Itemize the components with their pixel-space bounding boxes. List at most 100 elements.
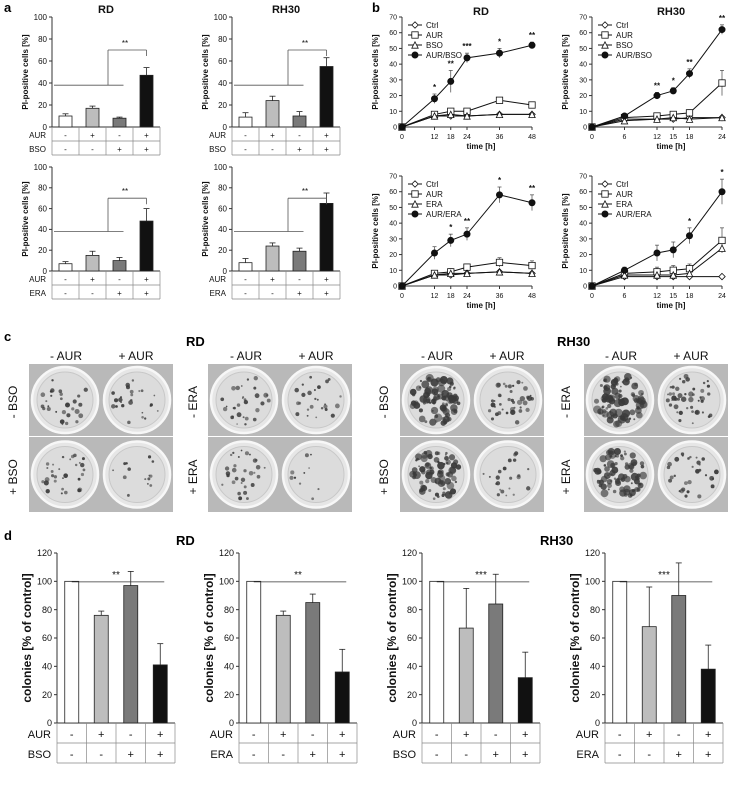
dish-well	[108, 371, 166, 429]
marker-triangle	[601, 40, 609, 49]
legend-label: AUR/ERA	[426, 210, 462, 219]
colony-dot	[231, 385, 236, 391]
colony-dot	[604, 466, 610, 472]
colony-dot	[507, 384, 512, 389]
colony-dot	[488, 475, 491, 478]
colony-dot	[70, 454, 75, 459]
treatment-label: +	[705, 749, 711, 761]
colony-dot	[599, 383, 603, 388]
marker-triangle	[430, 111, 439, 120]
x-tick-label: 6	[623, 293, 627, 300]
legend-label: AUR	[426, 31, 443, 40]
colony-dot	[429, 418, 437, 426]
marker-triangle	[411, 199, 419, 208]
treatment-label: -	[298, 131, 301, 140]
colony-dot	[442, 491, 446, 495]
y-tick-label: 80	[38, 184, 47, 193]
y-tick-label: 60	[218, 204, 227, 213]
colony-dot	[671, 385, 675, 389]
marker-circle	[528, 199, 536, 207]
y-tick-label: 10	[579, 268, 587, 275]
colony-dot	[632, 461, 637, 467]
dish-well	[108, 446, 166, 503]
treatment-label: -	[64, 289, 67, 298]
colony-dot	[43, 480, 49, 486]
marker-diamond	[601, 21, 609, 29]
colony-dot	[523, 386, 528, 391]
colony-dot	[240, 477, 246, 482]
colony-dot	[665, 398, 670, 403]
colony-dot	[696, 460, 701, 465]
colony-dot	[619, 400, 622, 402]
y-tick-label: 120	[37, 548, 52, 558]
marker-circle	[431, 249, 438, 257]
colony-dot	[640, 464, 645, 469]
header-plus-aur: + AUR	[298, 349, 333, 363]
treatment-label: -	[118, 275, 121, 284]
colony-dot	[593, 405, 602, 414]
colony-dot	[231, 480, 236, 485]
significance-star: **	[719, 14, 726, 23]
treatment-label: -	[618, 729, 622, 741]
colony-dot	[122, 475, 127, 480]
colony-dot	[419, 379, 423, 383]
y-tick-label: 0	[393, 125, 397, 132]
colony-dot	[425, 398, 431, 404]
colony-dot	[129, 389, 134, 394]
colony-dot	[433, 393, 441, 401]
colony-dot	[121, 404, 125, 408]
colony-dot	[490, 399, 494, 403]
dish-well	[479, 446, 537, 503]
colony-dot	[255, 464, 261, 470]
colony-dot	[58, 468, 61, 471]
colony-dot	[686, 406, 689, 410]
colony-dot	[505, 494, 508, 497]
treatment-label: +	[157, 729, 163, 741]
header-plus-aur: + AUR	[118, 349, 153, 363]
colony-dot	[62, 477, 64, 480]
colony-dot	[234, 476, 239, 481]
treatment-label: +	[339, 729, 345, 741]
colony-dot	[327, 377, 331, 381]
colony-dot	[598, 411, 602, 415]
colony-dot	[432, 497, 436, 500]
marker-circle	[496, 191, 503, 199]
colony-dot	[630, 482, 633, 485]
colony-dot	[612, 384, 616, 388]
chart-b3: 0 10 20 30 40 50 60 70 0 12 18 24 36 48 time [h] PI-pos…	[371, 174, 536, 311]
colony-dot	[415, 453, 422, 461]
significance-star: *	[498, 37, 502, 46]
colony-dot	[246, 378, 250, 381]
treatment-label: +	[324, 145, 329, 154]
colony-dot	[52, 463, 55, 466]
colony-dot	[487, 409, 492, 413]
marker-circle	[447, 236, 455, 244]
marker-square	[601, 190, 609, 198]
x-axis-label: time [h]	[657, 142, 686, 151]
x-tick-label: 24	[463, 134, 471, 141]
legend-label: ERA	[426, 200, 443, 209]
y-tick-label: 120	[585, 548, 600, 558]
colony-dot	[77, 477, 81, 481]
treatment-label: -	[70, 729, 74, 741]
colony-dot	[421, 380, 430, 389]
treatment-name: BSO	[393, 749, 417, 761]
treatment-label: -	[435, 749, 439, 761]
colony-dot	[226, 473, 230, 478]
treatment-label: +	[339, 749, 345, 761]
colony-dot	[605, 406, 609, 410]
x-tick-label: 0	[400, 293, 404, 300]
y-tick-label: 40	[579, 221, 587, 228]
marker-triangle	[669, 270, 678, 279]
colony-dot	[75, 420, 79, 424]
colony-dot	[419, 466, 426, 473]
y-tick-label: 20	[218, 101, 227, 110]
colony-dot	[706, 380, 709, 383]
header-minus-aur: - AUR	[421, 349, 453, 363]
colony-dot	[667, 461, 672, 467]
colony-dot	[232, 451, 235, 455]
significance-star: **	[529, 184, 536, 193]
legend-label: Ctrl	[426, 180, 439, 189]
colony-dot	[638, 482, 642, 486]
series-line	[401, 271, 533, 287]
